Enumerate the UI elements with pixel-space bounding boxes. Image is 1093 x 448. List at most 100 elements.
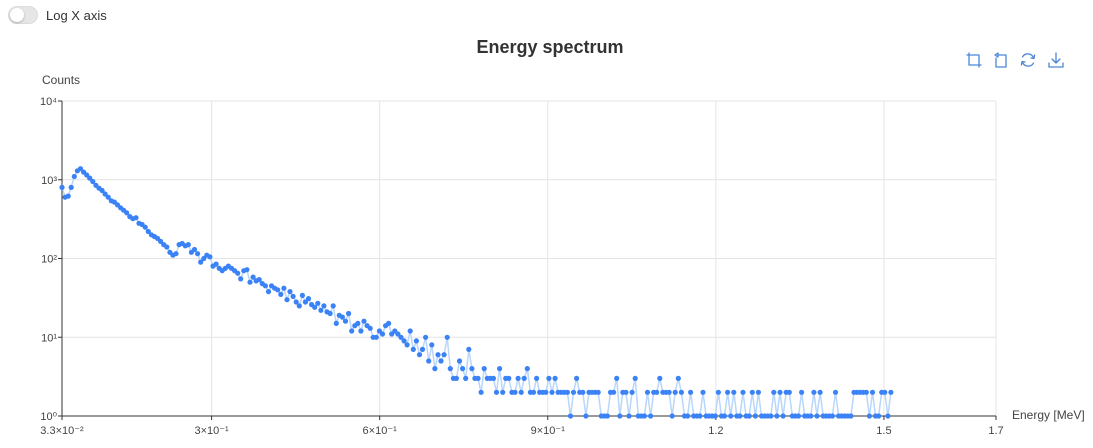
data-point	[731, 389, 737, 395]
data-point	[349, 328, 355, 334]
data-point	[570, 389, 577, 395]
data-point	[413, 338, 419, 344]
data-point	[77, 166, 84, 172]
data-point	[441, 352, 447, 358]
data-point	[105, 194, 111, 200]
data-point	[799, 389, 805, 395]
data-point	[648, 413, 654, 419]
data-point	[355, 320, 361, 326]
data-point	[876, 413, 882, 419]
data-point	[675, 375, 681, 381]
data-point	[133, 215, 139, 221]
data-point	[367, 325, 373, 331]
data-point	[632, 375, 638, 381]
data-point	[685, 413, 691, 419]
y-tick-label: 10⁰	[40, 411, 57, 423]
data-point	[623, 389, 629, 395]
data-point	[321, 303, 327, 309]
data-point	[191, 246, 198, 253]
data-point	[410, 346, 416, 352]
data-point	[419, 346, 426, 352]
data-point	[617, 413, 623, 419]
x-tick-label: 1.2	[708, 425, 723, 437]
data-point	[863, 389, 869, 395]
zoom-icon[interactable]	[966, 52, 982, 68]
data-point	[832, 389, 839, 395]
data-point	[250, 274, 256, 280]
data-point	[715, 389, 722, 395]
data-point	[315, 300, 321, 306]
data-point	[543, 389, 549, 395]
data-point	[678, 389, 685, 395]
data-point	[672, 389, 678, 395]
data-point	[99, 187, 105, 194]
data-point	[281, 285, 287, 291]
data-point	[407, 328, 413, 334]
data-point	[65, 193, 71, 199]
y-tick-label: 10⁴	[40, 96, 57, 108]
data-point	[604, 413, 611, 419]
data-point	[432, 366, 438, 372]
data-point	[124, 210, 130, 216]
data-point	[546, 375, 552, 381]
data-point	[395, 331, 401, 337]
data-point	[725, 389, 731, 395]
data-point	[342, 318, 349, 324]
data-point	[71, 173, 77, 180]
data-point	[666, 389, 672, 395]
data-point	[435, 352, 441, 358]
y-tick-label: 10³	[41, 175, 57, 187]
data-point	[438, 358, 444, 364]
data-point	[721, 413, 728, 419]
data-point	[755, 389, 762, 395]
data-point	[475, 375, 481, 381]
data-point	[293, 299, 299, 305]
data-point	[373, 334, 379, 340]
data-point	[497, 366, 503, 372]
data-point	[275, 287, 281, 293]
zoom-reset-icon[interactable]	[993, 52, 1009, 68]
data-point	[697, 413, 703, 419]
data-point	[740, 389, 746, 395]
data-point	[611, 389, 617, 395]
data-point	[262, 283, 268, 289]
data-point	[244, 267, 250, 273]
data-point	[481, 366, 487, 372]
data-point	[500, 389, 506, 395]
data-point	[404, 342, 410, 348]
x-tick-label: 9×10⁻¹	[531, 425, 566, 437]
data-point	[265, 289, 272, 295]
data-point	[521, 375, 527, 381]
data-point	[712, 413, 718, 419]
data-point	[728, 413, 734, 419]
data-point	[669, 413, 675, 419]
data-point	[882, 389, 888, 395]
data-point	[848, 413, 854, 419]
data-point	[339, 314, 345, 320]
data-point	[453, 375, 459, 381]
data-point	[68, 184, 74, 190]
data-point	[512, 389, 518, 395]
data-point	[493, 389, 500, 395]
data-point	[629, 389, 635, 395]
data-point	[386, 320, 392, 326]
data-point	[777, 389, 783, 395]
data-point	[185, 242, 191, 248]
log-x-toggle-label: Log X axis	[46, 7, 107, 23]
x-tick-label: 6×10⁻¹	[363, 425, 398, 437]
data-point	[737, 413, 743, 419]
data-point	[361, 318, 367, 324]
data-point	[506, 375, 512, 381]
x-axis-label: Energy [MeV]	[1012, 408, 1085, 422]
data-point	[574, 375, 580, 381]
data-point	[478, 389, 484, 395]
x-tick-label: 1.5	[876, 425, 891, 437]
data-point	[447, 366, 453, 372]
data-point	[866, 413, 873, 419]
data-point	[688, 389, 694, 395]
restore-icon[interactable]	[1020, 52, 1036, 68]
log-x-toggle-switch[interactable]	[8, 6, 38, 24]
download-icon[interactable]	[1048, 52, 1064, 68]
data-point	[869, 389, 876, 395]
